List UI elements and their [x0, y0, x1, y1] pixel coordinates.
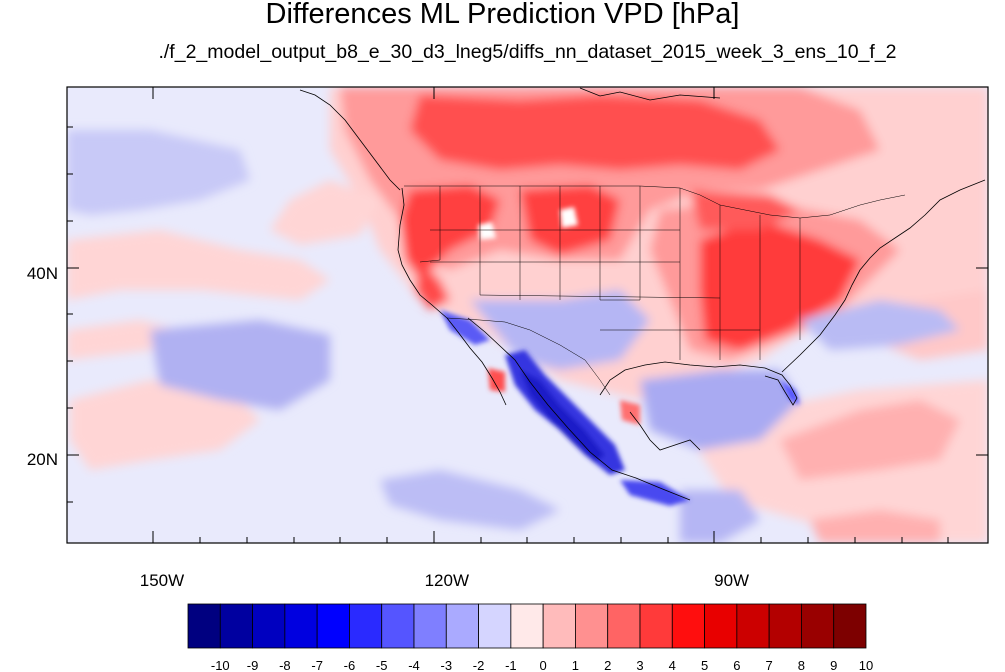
- colorbar-swatch: [671, 603, 705, 649]
- colorbar-swatch: [349, 603, 383, 649]
- field-deep-red-canada: [410, 95, 780, 170]
- colorbar-level-label: 5: [701, 658, 708, 672]
- colorbar-swatch: [252, 603, 286, 649]
- field-deep-red-northwest: [400, 185, 500, 280]
- colorbar-level-label: 10: [859, 658, 873, 672]
- field-light-red-band: [67, 230, 330, 300]
- vpd-difference-field: [67, 87, 988, 543]
- colorbar-level-label: -10: [211, 658, 230, 672]
- field-red-gulf: [810, 510, 940, 543]
- state-boundaries: [404, 185, 906, 396]
- colorbar-level-label: -6: [344, 658, 356, 672]
- field-deep-blue-yucatan: [620, 480, 690, 506]
- map-frame: [66, 86, 989, 544]
- colorbar-swatch: [575, 603, 609, 649]
- colorbar-level-label: -4: [408, 658, 420, 672]
- colorbar-level-label: -1: [505, 658, 517, 672]
- plot-subtitle: ./f_2_model_output_b8_e_30_d3_lneg5/diff…: [158, 41, 897, 63]
- colorbar-swatch: [736, 603, 770, 649]
- field-light-red-band: [270, 180, 380, 245]
- colorbar-swatch: [219, 603, 253, 649]
- field-blue-pacific-mid: [150, 320, 330, 410]
- field-white-spot: [478, 222, 496, 240]
- field-blue-southwest: [470, 290, 650, 370]
- coastline-gulf: [599, 361, 798, 406]
- coastline-yucatan: [629, 411, 701, 451]
- colorbar-level-label: -2: [473, 658, 485, 672]
- colorbar-swatch: [801, 603, 835, 649]
- field-blue-pacific-west: [67, 130, 250, 215]
- colorbar-swatch: [187, 603, 221, 649]
- lon-tick-label: 90W: [714, 571, 749, 590]
- colorbar-swatch: [316, 603, 350, 649]
- field-red-gulf: [780, 400, 960, 480]
- colorbar-level-label: 9: [830, 658, 837, 672]
- colorbar-level-label: -8: [279, 658, 291, 672]
- field-blue-gulf: [640, 370, 800, 450]
- field-deep-red-southeast: [700, 220, 860, 350]
- colorbar-swatch: [542, 603, 576, 649]
- colorbar-level-label: -3: [441, 658, 453, 672]
- colorbar-swatch: [284, 603, 318, 649]
- colorbar-level-label: 3: [636, 658, 643, 672]
- colorbar-level-label: 6: [733, 658, 740, 672]
- plot-title: Differences ML Prediction VPD [hPa]: [265, 0, 740, 30]
- colorbar: -10 -9 -8 -7 -6 -5 -4 -3 -2 -1 0 1 2 3 4 5 6 7 8 9 10: [187, 603, 873, 672]
- field-deep-red-west: [415, 260, 450, 310]
- field-blue-atlantic: [800, 300, 960, 350]
- field-red-spot: [488, 368, 505, 392]
- state-lines: [419, 186, 801, 360]
- axis-labels: 150W 120W 90W 40N 20N: [27, 264, 749, 590]
- colorbar-level-label: 8: [798, 658, 805, 672]
- field-light-red-band: [70, 380, 260, 470]
- lon-tick-label: 150W: [140, 571, 184, 590]
- coastline-mexico-pacific: [467, 317, 691, 501]
- lon-tick-label: 120W: [425, 571, 469, 590]
- colorbar-swatch: [639, 603, 673, 649]
- colorbar-level-label: 0: [540, 658, 547, 672]
- colorbar-level-label: -5: [376, 658, 388, 672]
- colorbar-level-label: 2: [604, 658, 611, 672]
- colorbar-swatch: [445, 603, 479, 649]
- field-blue-baja: [440, 310, 490, 345]
- field-blue-pacific-south: [380, 470, 560, 530]
- colorbar-level-label: 7: [766, 658, 773, 672]
- colorbar-swatch: [704, 603, 738, 649]
- colorbar-swatch: [478, 603, 512, 649]
- colorbar-swatch: [607, 603, 641, 649]
- colorbar-level-label: -7: [311, 658, 323, 672]
- colorbar-swatch: [833, 603, 867, 649]
- colorbar-level-label: 1: [572, 658, 579, 672]
- coastline-pacific-us: [397, 187, 448, 319]
- colorbar-level-label: 4: [669, 658, 676, 672]
- field-blue-caribbean: [680, 490, 760, 543]
- field-blue-florida: [780, 380, 800, 405]
- lat-tick-label: 40N: [27, 264, 58, 283]
- us-canada-border: [404, 185, 906, 219]
- lat-tick-label: 20N: [27, 450, 58, 469]
- colorbar-swatch: [413, 603, 447, 649]
- field-deep-blue-mexico: [520, 370, 605, 462]
- field-white-spot: [560, 207, 578, 228]
- coastline-west-canada: [299, 89, 401, 191]
- coastline-baja: [446, 317, 507, 406]
- coastline-hudson: [579, 87, 721, 101]
- colorbar-swatch: [510, 603, 544, 649]
- colorbar-level-label: -9: [247, 658, 259, 672]
- coastlines: [299, 87, 986, 501]
- colorbar-swatch: [381, 603, 415, 649]
- coastline-east: [781, 179, 986, 373]
- us-mexico-border: [446, 317, 611, 396]
- frame-ticks: [67, 87, 988, 543]
- colorbar-swatch: [768, 603, 802, 649]
